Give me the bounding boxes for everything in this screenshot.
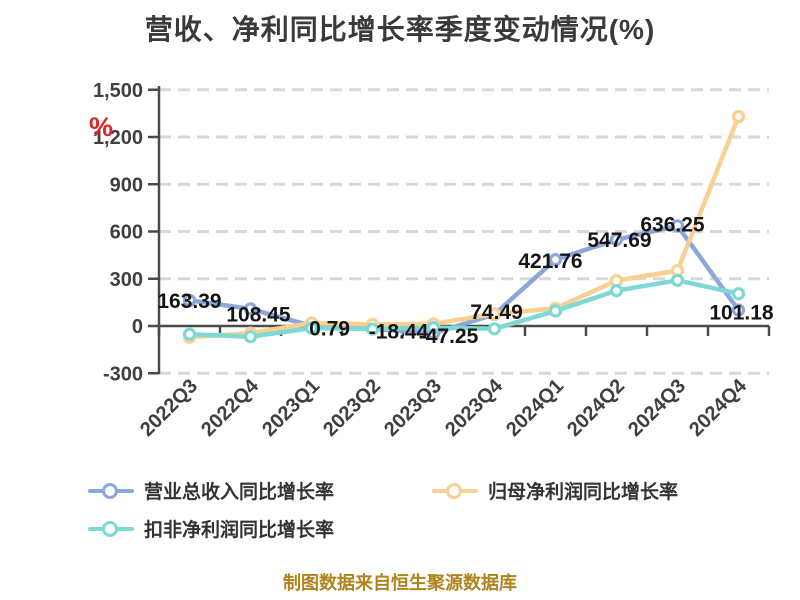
x-axis-category-label: 2024Q1: [502, 375, 568, 441]
legend-line-circle-icon: [432, 482, 478, 499]
x-axis-category-label: 2023Q1: [258, 375, 324, 441]
legend-item-label: 扣非净利润同比增长率: [144, 520, 335, 541]
legend-line-circle-icon: [88, 520, 134, 537]
data-point-marker-s2: [182, 327, 197, 341]
data-point-label: 108.45: [226, 303, 291, 326]
data-point-marker-s2: [487, 322, 502, 336]
data-point-marker-s0: [609, 233, 624, 247]
data-point-marker-s0: [243, 302, 258, 316]
data-point-label: 547.69: [587, 229, 651, 252]
y-axis-tick-label: 1,200: [93, 127, 143, 149]
x-axis-category-label: 2023Q3: [380, 375, 446, 441]
x-axis-category-label: 2024Q2: [563, 375, 629, 441]
x-axis-category-label: 2024Q4: [685, 374, 752, 441]
data-point-marker-s0: [670, 219, 685, 233]
data-point-marker-s2: [731, 287, 746, 301]
legend-item-1[interactable]: 归母净利润同比增长率: [432, 477, 678, 504]
y-axis-tick-label: 300: [110, 269, 143, 291]
y-axis-tick-label: -300: [103, 363, 143, 385]
data-point-marker-s2: [670, 273, 685, 287]
y-axis-tick-label: 600: [110, 222, 143, 244]
data-point-marker-s2: [426, 321, 441, 335]
series-line-0: [187, 223, 741, 336]
data-point-label: -47.25: [419, 325, 479, 348]
data-point-label: 636.25: [640, 213, 705, 236]
data-point-marker-s0: [548, 253, 563, 267]
y-axis-tick-label: 900: [110, 174, 143, 196]
source-note: 制图数据来自恒生聚源数据库: [283, 573, 517, 593]
data-point-marker-s1: [731, 109, 746, 124]
data-point-label: -18.44: [369, 320, 429, 343]
legend-item-label: 营业总收入同比增长率: [144, 482, 335, 503]
data-point-marker-s0: [731, 303, 746, 317]
data-point-marker-s1: [487, 307, 502, 321]
data-point-label: 74.49: [470, 301, 523, 324]
legend-circle-swatch: [102, 520, 118, 537]
data-point-label: 0.79: [309, 317, 350, 340]
data-point-label: 421.76: [518, 250, 582, 273]
legend-line-circle-icon: [88, 482, 134, 499]
x-axis-category-label: 2024Q3: [624, 375, 690, 441]
x-axis-category-label: 2022Q4: [197, 374, 264, 441]
legend-item-label: 归母净利润同比增长率: [488, 482, 679, 503]
x-axis-category-label: 2022Q3: [136, 375, 202, 441]
legend-circle-swatch: [102, 482, 118, 499]
data-point-marker-s2: [243, 330, 258, 344]
data-point-marker-s2: [609, 284, 624, 298]
data-point-marker-s2: [548, 304, 563, 318]
chart-title: 营收、净利同比增长率季度变动情况(%): [144, 14, 656, 45]
y-axis-unit-percent-label: %: [89, 112, 114, 142]
x-axis-category-label: 2023Q4: [441, 374, 508, 441]
x-axis-category-label: 2023Q2: [319, 375, 385, 441]
legend-circle-swatch: [446, 482, 462, 499]
data-point-label: 101.18: [709, 302, 774, 325]
y-axis-tick-label: 0: [132, 316, 143, 338]
series-line-1: [187, 114, 741, 340]
legend-item-2[interactable]: 扣非净利润同比增长率: [88, 515, 334, 542]
y-axis-tick-label: 1,500: [93, 80, 143, 102]
data-point-marker-s2: [365, 322, 380, 336]
data-point-label: 163.39: [157, 290, 221, 313]
data-point-marker-s0: [182, 293, 197, 307]
data-point-marker-s2: [304, 321, 319, 335]
series-line-2: [187, 278, 741, 339]
legend-item-0[interactable]: 营业总收入同比增长率: [88, 477, 334, 504]
legend: 营业总收入同比增长率 归母净利润同比增长率扣非净利润同比增长率: [88, 477, 748, 547]
